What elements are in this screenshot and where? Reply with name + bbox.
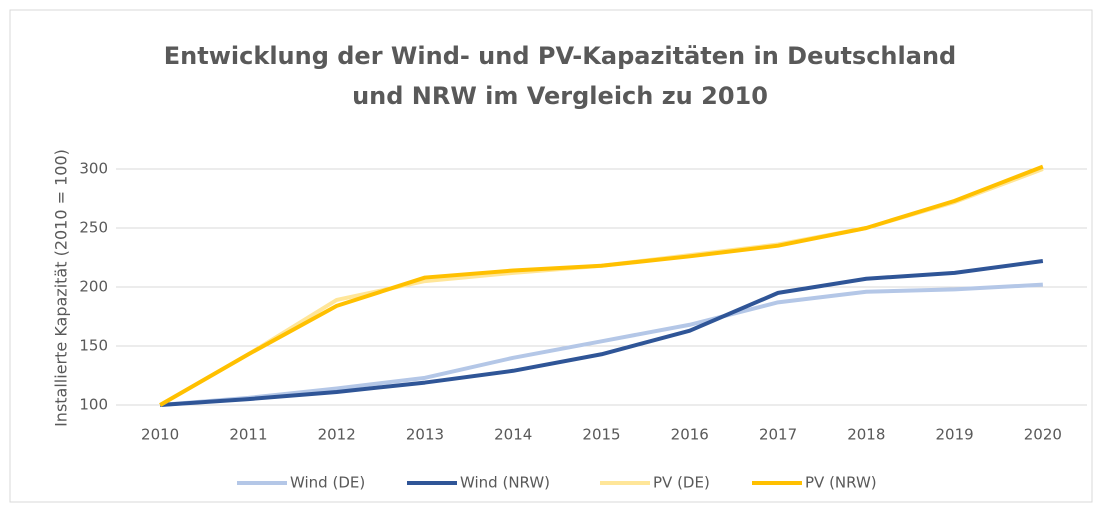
x-tick-label: 2018	[847, 426, 885, 444]
y-tick-label: 100	[79, 396, 108, 414]
x-tick-label: 2013	[406, 426, 444, 444]
chart-title: Entwicklung der Wind- und PV-Kapazitäten…	[164, 42, 956, 70]
chart-title: und NRW im Vergleich zu 2010	[352, 82, 768, 110]
legend-label: PV (NRW)	[805, 474, 877, 492]
y-tick-label: 300	[79, 160, 108, 178]
x-tick-label: 2016	[671, 426, 709, 444]
x-tick-label: 2010	[141, 426, 179, 444]
y-tick-label: 150	[79, 337, 108, 355]
legend-label: Wind (NRW)	[460, 474, 550, 492]
x-tick-label: 2015	[582, 426, 620, 444]
x-tick-label: 2014	[494, 426, 532, 444]
chart-frame	[9, 9, 1093, 503]
legend-label: PV (DE)	[653, 474, 710, 492]
line	[159, 282, 1043, 407]
legend-label: Wind (DE)	[290, 474, 365, 492]
line	[159, 164, 1044, 407]
x-tick-label: 2019	[935, 426, 973, 444]
x-tick-label: 2020	[1024, 426, 1062, 444]
x-tick-label: 2012	[318, 426, 356, 444]
x-tick-label: 2011	[229, 426, 267, 444]
y-tick-label: 200	[79, 278, 108, 296]
x-tick-label: 2017	[759, 426, 797, 444]
y-axis-label: Installierte Kapazität (2010 = 100)	[52, 149, 71, 427]
y-tick-label: 250	[79, 219, 108, 237]
line	[160, 259, 1044, 407]
